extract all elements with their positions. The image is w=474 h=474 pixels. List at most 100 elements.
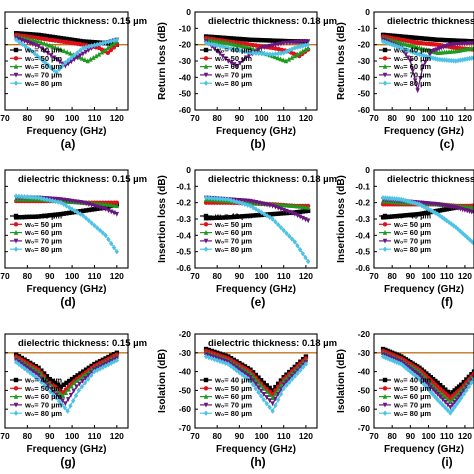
series-2-point bbox=[64, 49, 70, 55]
x-tick-label: 100 bbox=[421, 271, 435, 281]
legend-label: w₀= 60 µm bbox=[24, 62, 62, 71]
y-tick-label: -0.6 bbox=[176, 263, 191, 273]
legend-swatch-marker bbox=[382, 213, 388, 219]
legend-swatch-marker bbox=[13, 222, 19, 227]
series-4-point bbox=[209, 41, 214, 47]
series-0-point bbox=[245, 37, 250, 42]
series-2-point bbox=[300, 204, 306, 210]
series-3-point bbox=[290, 40, 296, 46]
series-4-point bbox=[63, 59, 68, 66]
series-1-point bbox=[111, 45, 117, 50]
series-0-point bbox=[259, 37, 264, 43]
series-2-point bbox=[283, 58, 289, 64]
series-0-point bbox=[19, 214, 24, 220]
series-3-point bbox=[243, 55, 249, 61]
series-2-point bbox=[237, 42, 242, 48]
series-2-point bbox=[239, 43, 245, 49]
series-0-point bbox=[258, 378, 264, 383]
series-4-point bbox=[32, 50, 37, 57]
x-axis-label: Frequency (GHz) bbox=[26, 284, 106, 295]
series-2-point bbox=[292, 203, 298, 209]
legend-item: w₀= 80 µm bbox=[200, 79, 252, 88]
series-0-point bbox=[69, 37, 75, 42]
series-4 bbox=[380, 353, 474, 416]
y-axis-label: Isolation (dB) bbox=[336, 349, 347, 413]
series-4-point bbox=[203, 40, 209, 46]
series-4-point bbox=[380, 195, 386, 201]
series-3-point bbox=[433, 389, 438, 395]
legend-label: w₀= 50 µm bbox=[24, 54, 62, 63]
series-4-point bbox=[214, 195, 220, 202]
subplot-label: (e) bbox=[251, 295, 266, 309]
series-2-point bbox=[242, 367, 248, 373]
x-tick-label: 120 bbox=[299, 113, 313, 123]
panel-title: dielectric thickness: 0.15 µm bbox=[18, 338, 147, 349]
series-4-point bbox=[256, 50, 261, 57]
legend-swatch-marker bbox=[13, 386, 19, 391]
legend-label: w₀= 70 µm bbox=[393, 401, 431, 410]
series-0-point bbox=[275, 381, 281, 387]
legend-item: w₀= 70 µm bbox=[200, 71, 252, 80]
series-4-point bbox=[450, 407, 455, 413]
series-0-point bbox=[412, 35, 418, 40]
series-4-point bbox=[448, 410, 453, 416]
series-0-point bbox=[22, 214, 27, 220]
x-tick-label: 100 bbox=[421, 113, 435, 123]
plot-area bbox=[13, 31, 120, 76]
series-3-point bbox=[52, 390, 57, 395]
legend-item: w₀= 60 µm bbox=[10, 392, 62, 401]
legend-item: w₀= 60 µm bbox=[10, 228, 62, 237]
series-0-point bbox=[256, 375, 261, 380]
series-2-point bbox=[33, 367, 38, 373]
legend-item: w₀= 80 µm bbox=[379, 245, 431, 254]
legend-item: w₀= 70 µm bbox=[10, 71, 62, 80]
series-0-point bbox=[444, 207, 449, 212]
series-4-point bbox=[42, 382, 47, 389]
series-0-point bbox=[270, 211, 275, 217]
series-0-point bbox=[83, 39, 89, 44]
legend-swatch-marker bbox=[13, 410, 19, 416]
legend-label: w₀= 70 µm bbox=[393, 237, 431, 246]
series-3-point bbox=[80, 378, 85, 384]
series-3-point bbox=[293, 40, 299, 45]
series-0-point bbox=[72, 375, 78, 380]
series-3-point bbox=[220, 53, 225, 59]
series-2-point bbox=[248, 370, 253, 376]
series-0-point bbox=[424, 210, 429, 216]
series-4-point bbox=[206, 195, 212, 201]
series-0-point bbox=[220, 215, 225, 220]
series-4-point bbox=[226, 45, 231, 51]
legend-item: w₀= 80 µm bbox=[200, 409, 252, 418]
series-4-point bbox=[303, 254, 308, 261]
series-3-point bbox=[445, 402, 451, 408]
series-4-point bbox=[16, 361, 22, 368]
series-4-point bbox=[45, 385, 50, 392]
y-tick-label: -50 bbox=[358, 89, 371, 99]
series-2-point bbox=[303, 46, 308, 52]
series-0-point bbox=[81, 39, 86, 44]
legend-swatch-marker bbox=[13, 80, 19, 86]
series-2-point bbox=[305, 45, 311, 51]
series-0-point bbox=[83, 208, 89, 213]
series-0-point bbox=[435, 208, 440, 214]
series-4-point bbox=[264, 51, 270, 57]
series-0-point bbox=[394, 213, 399, 219]
series-4-point bbox=[226, 361, 231, 367]
series-3-point bbox=[86, 373, 91, 379]
series-0-point bbox=[458, 38, 463, 43]
x-tick-label: 90 bbox=[45, 431, 55, 441]
series-0-point bbox=[439, 207, 445, 213]
plot-area bbox=[203, 195, 311, 265]
series-0-point bbox=[443, 387, 448, 392]
series-0-point bbox=[278, 211, 284, 216]
series-0-point bbox=[25, 31, 30, 37]
series-3-point bbox=[253, 381, 258, 387]
x-tick-label: 80 bbox=[23, 271, 33, 281]
series-0-point bbox=[408, 35, 413, 40]
series-3-point bbox=[418, 75, 423, 81]
series-3-point bbox=[440, 397, 445, 403]
legend-swatch-marker bbox=[203, 238, 209, 244]
legend-label: w₀= 50 µm bbox=[24, 384, 62, 393]
